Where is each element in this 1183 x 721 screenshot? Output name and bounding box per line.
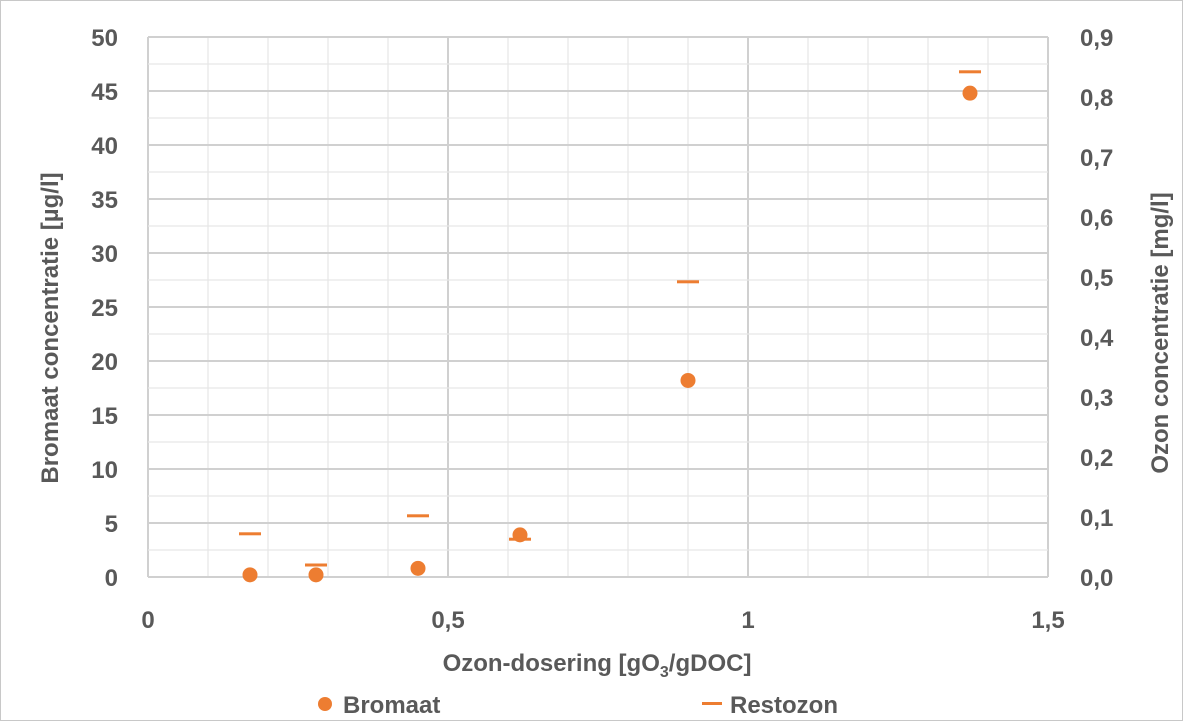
y2-tick-label: 0,2	[1080, 445, 1113, 472]
x-tick-label: 1,5	[1031, 607, 1064, 634]
grid	[147, 36, 1049, 578]
bromaat-point	[410, 560, 426, 576]
y-tick-label: 25	[91, 295, 118, 322]
x-tick-label: 0	[141, 607, 154, 634]
y2-tick-label: 0,8	[1080, 85, 1113, 112]
y-tick-label: 50	[91, 25, 118, 52]
y-axis-title: Bromaat concentratie [µg/l]	[37, 172, 64, 483]
restozon-point	[959, 70, 981, 74]
x-tick-label: 1	[741, 607, 754, 634]
bromaat-point	[308, 567, 324, 583]
restozon-point	[677, 280, 699, 284]
y2-axis-title: Ozon concentratie [mg/l]	[1147, 192, 1174, 473]
y-tick-label: 45	[91, 79, 118, 106]
x-tick-label: 0,5	[431, 607, 464, 634]
y-tick-label: 40	[91, 133, 118, 160]
restozon-point	[239, 532, 261, 536]
legend-restozon-label: Restozon	[730, 692, 838, 719]
legend-bromaat-label: Bromaat	[343, 692, 440, 719]
y-tick-label: 10	[91, 457, 118, 484]
bromaat-point	[962, 85, 978, 101]
y-tick-label: 20	[91, 349, 118, 376]
data-marks	[239, 70, 981, 583]
y2-tick-label: 0,9	[1080, 25, 1113, 52]
restozon-point	[407, 514, 429, 518]
legend: Bromaat Restozon	[318, 692, 838, 719]
bromaat-point	[680, 372, 696, 388]
x-axis-title: Ozon-dosering [gO3/gDOC]	[443, 650, 752, 681]
x-axis-title-subscript: 3	[660, 664, 669, 681]
bromaat-point	[242, 567, 258, 583]
restozon-point	[509, 537, 531, 541]
y-tick-label: 0	[105, 565, 118, 592]
x-axis-title-prefix: Ozon-dosering [gO	[443, 650, 660, 677]
x-axis-ticks: 0 0,5 1 1,5	[141, 607, 1064, 634]
legend-bromaat-marker	[318, 697, 332, 711]
y-tick-label: 15	[91, 403, 118, 430]
y2-tick-label: 0,6	[1080, 205, 1113, 232]
y2-tick-label: 0,4	[1080, 325, 1114, 352]
x-axis-title-suffix: /gDOC]	[669, 650, 752, 677]
y2-tick-label: 0,3	[1080, 385, 1113, 412]
restozon-point	[305, 563, 327, 567]
right-axis-ticks: 0,0 0,1 0,2 0,3 0,4 0,5 0,6 0,7 0,8 0,9	[1080, 25, 1114, 592]
y-tick-label: 5	[105, 511, 118, 538]
legend-restozon-marker	[702, 702, 722, 705]
y2-tick-label: 0,5	[1080, 265, 1113, 292]
y-tick-label: 30	[91, 241, 118, 268]
y2-tick-label: 0,0	[1080, 565, 1113, 592]
y2-tick-label: 0,1	[1080, 505, 1113, 532]
y2-tick-label: 0,7	[1080, 145, 1113, 172]
y-tick-label: 35	[91, 187, 118, 214]
left-axis-ticks: 0 5 10 15 20 25 30 35 40 45 50	[91, 25, 118, 592]
